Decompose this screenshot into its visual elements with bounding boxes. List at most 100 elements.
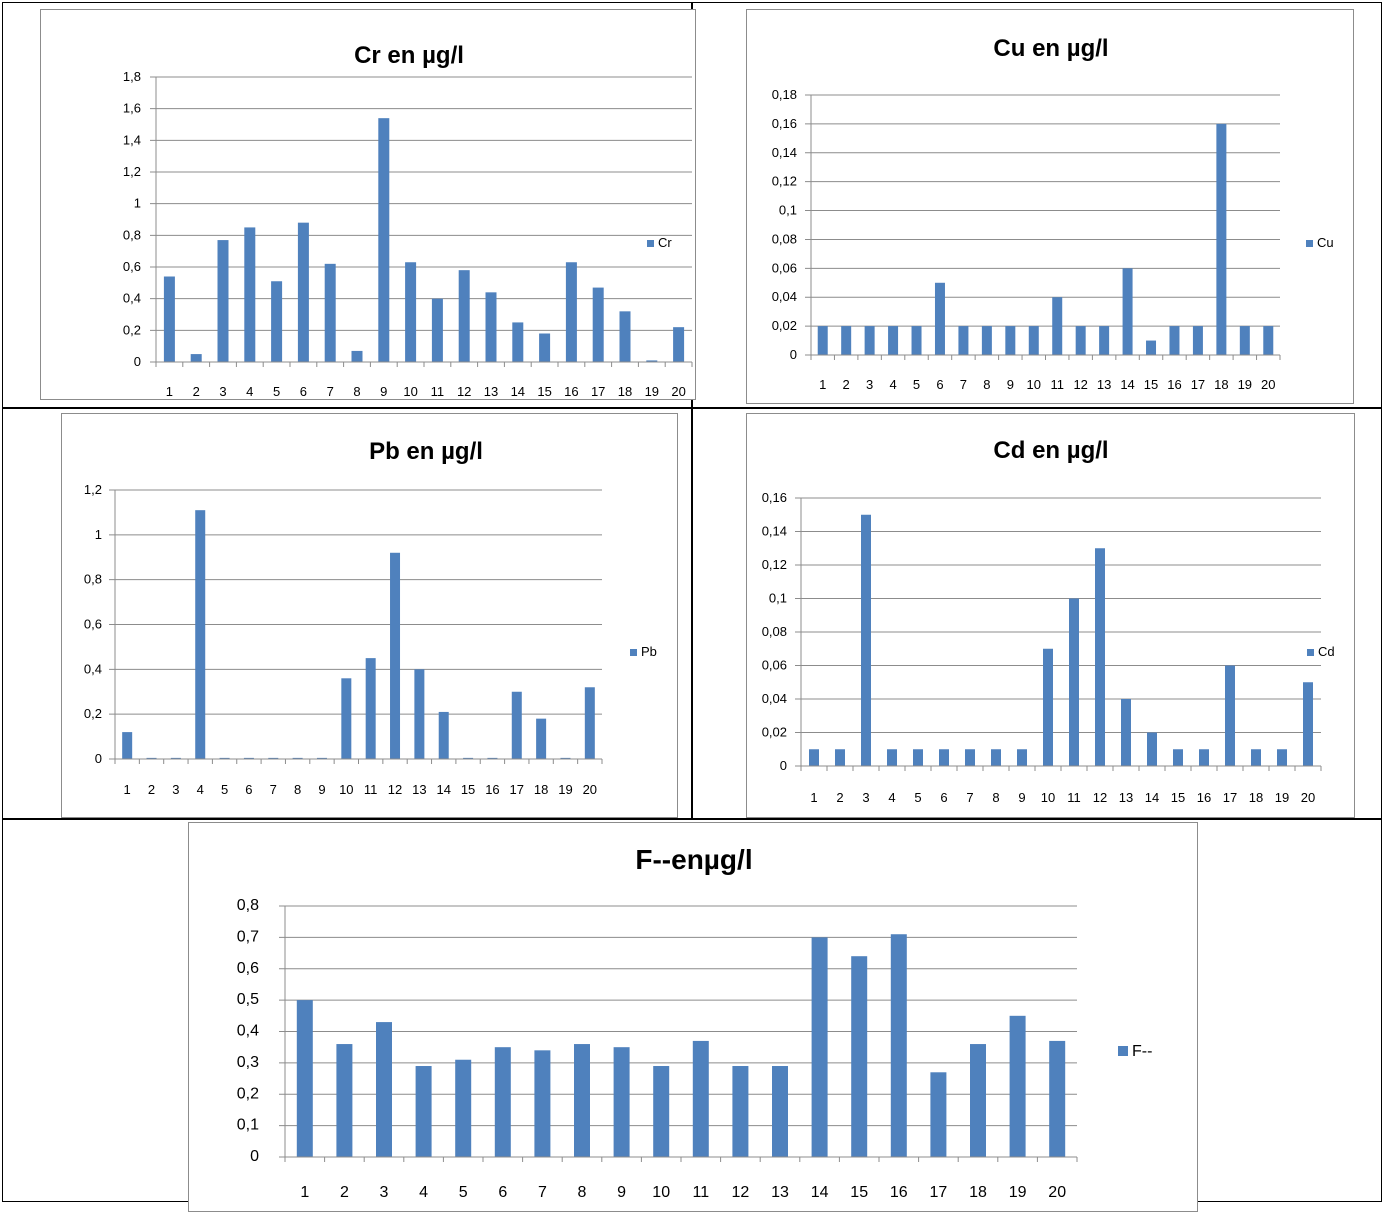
pb-x-tick-label: 1 — [124, 782, 131, 797]
pb-bar — [463, 757, 474, 759]
cr-bar — [431, 298, 443, 362]
cr-x-tick-label: 12 — [457, 384, 471, 399]
cr-bar — [297, 222, 309, 362]
cd-bar — [809, 749, 819, 766]
f-bar — [376, 1022, 392, 1157]
cu-bar — [864, 326, 875, 355]
cu-x-tick-label: 2 — [843, 377, 850, 392]
cd-x-tick-label: 14 — [1145, 790, 1159, 805]
cr-bar — [217, 240, 229, 362]
cd-bar — [1043, 648, 1053, 766]
cu-bar — [888, 326, 899, 355]
cu-bar — [934, 282, 945, 355]
cd-y-tick-label: 0 — [780, 758, 787, 773]
cr-bar — [378, 118, 390, 363]
cd-legend-label: Cd — [1318, 644, 1335, 659]
cu-y-tick-label: 0,12 — [772, 174, 797, 189]
pb-bar — [536, 718, 547, 759]
cu-bar — [1075, 326, 1086, 355]
chart-pb: Pb en µg/l 0 0,2 0,4 0,6 0,8 1 1,2 1 2 3 4 5 6 7 8 9 10 11… — [61, 413, 678, 818]
pb-y-tick-label: 0 — [95, 751, 102, 766]
cr-bar — [619, 311, 631, 362]
cd-bar — [887, 749, 897, 766]
cr-y-tick-label: 1 — [134, 196, 141, 211]
pb-x-tick-label: 17 — [510, 782, 524, 797]
f-y-tick-label: 0,8 — [237, 897, 259, 914]
cd-bar — [1121, 699, 1131, 766]
cd-x-tick-label: 17 — [1223, 790, 1237, 805]
pb-y-tick-label: 0,2 — [84, 706, 102, 721]
f-x-tick-label: 16 — [890, 1184, 908, 1201]
f-x-tick-label: 20 — [1048, 1184, 1066, 1201]
cd-bar — [1173, 749, 1183, 766]
cd-y-tick-label: 0,08 — [762, 624, 787, 639]
cd-chart-title: Cd en µg/l — [993, 437, 1108, 464]
cd-bar — [939, 749, 949, 766]
pb-y-tick-label: 0,4 — [84, 661, 102, 676]
cu-x-tick-label: 19 — [1238, 377, 1252, 392]
cr-legend-swatch — [647, 240, 654, 247]
f-legend-swatch — [1118, 1046, 1128, 1056]
cu-bar — [911, 326, 922, 355]
pb-y-tick-label: 1,2 — [84, 482, 102, 497]
cu-bar — [1192, 326, 1203, 355]
cr-x-tick-label: 15 — [537, 384, 551, 399]
f-bar — [970, 1044, 986, 1157]
cr-bar — [565, 262, 577, 362]
cu-bar — [1146, 340, 1157, 355]
f-bar — [415, 1066, 432, 1157]
pb-x-tick-label: 11 — [364, 782, 378, 797]
chart-pb-svg: Pb en µg/l00,20,40,60,811,21 2 3 4 5 6 7 8 9 10 11… — [84, 438, 657, 797]
f-bar — [1009, 1015, 1026, 1157]
cd-bar — [1147, 732, 1157, 766]
f-bar — [455, 1059, 472, 1157]
cu-y-tick-label: 0,06 — [772, 260, 797, 275]
cu-bar — [958, 326, 969, 355]
f-x-tick-label: 15 — [850, 1184, 868, 1201]
cd-x-tick-label: 13 — [1119, 790, 1133, 805]
pb-legend-label: Pb — [641, 644, 657, 659]
cu-x-tick-label: 17 — [1191, 377, 1205, 392]
cu-bar — [1005, 326, 1016, 355]
pb-y-tick-label: 1 — [95, 527, 102, 542]
f-chart-title: F--enµg/l — [635, 844, 752, 875]
f-bar — [494, 1047, 511, 1157]
f-x-tick-label: 19 — [1009, 1184, 1027, 1201]
cr-bar — [673, 327, 685, 362]
cr-x-tick-label: 6 — [300, 384, 307, 399]
cd-bar — [965, 749, 975, 766]
table-cell-cd — [691, 407, 1382, 820]
cd-bar — [1303, 682, 1313, 766]
f-bar — [890, 934, 907, 1157]
cu-bar — [981, 326, 992, 355]
cu-y-tick-label: 0,02 — [772, 318, 797, 333]
cd-x-tick-label: 19 — [1275, 790, 1289, 805]
cr-x-tick-label: 11 — [431, 384, 445, 399]
cr-y-tick-label: 0 — [134, 354, 141, 369]
pb-x-tick-label: 18 — [534, 782, 548, 797]
cd-bar — [1251, 749, 1261, 766]
cu-x-tick-label: 6 — [936, 377, 943, 392]
pb-x-tick-label: 10 — [339, 782, 353, 797]
f-x-tick-label: 17 — [930, 1184, 948, 1201]
cd-x-tick-label: 15 — [1171, 790, 1185, 805]
cd-bar — [861, 514, 871, 766]
f-x-tick-label: 1 — [300, 1184, 309, 1201]
cr-x-tick-label: 17 — [591, 384, 605, 399]
cd-x-tick-label: 2 — [836, 790, 843, 805]
pb-x-tick-label: 15 — [461, 782, 475, 797]
cd-bar — [913, 749, 923, 766]
cd-x-tick-label: 4 — [888, 790, 895, 805]
cu-y-tick-label: 0,16 — [772, 116, 797, 131]
cr-x-tick-label: 9 — [380, 384, 387, 399]
f-x-tick-label: 9 — [617, 1184, 626, 1201]
cu-bar — [1216, 123, 1227, 355]
cr-bar — [485, 292, 497, 362]
f-x-tick-label: 11 — [692, 1184, 709, 1201]
pb-bar — [414, 669, 425, 759]
pb-bar — [243, 757, 254, 759]
pb-bar — [122, 732, 133, 759]
pb-x-tick-label: 3 — [172, 782, 179, 797]
pb-bar — [341, 678, 352, 759]
cd-bar — [1225, 665, 1235, 766]
